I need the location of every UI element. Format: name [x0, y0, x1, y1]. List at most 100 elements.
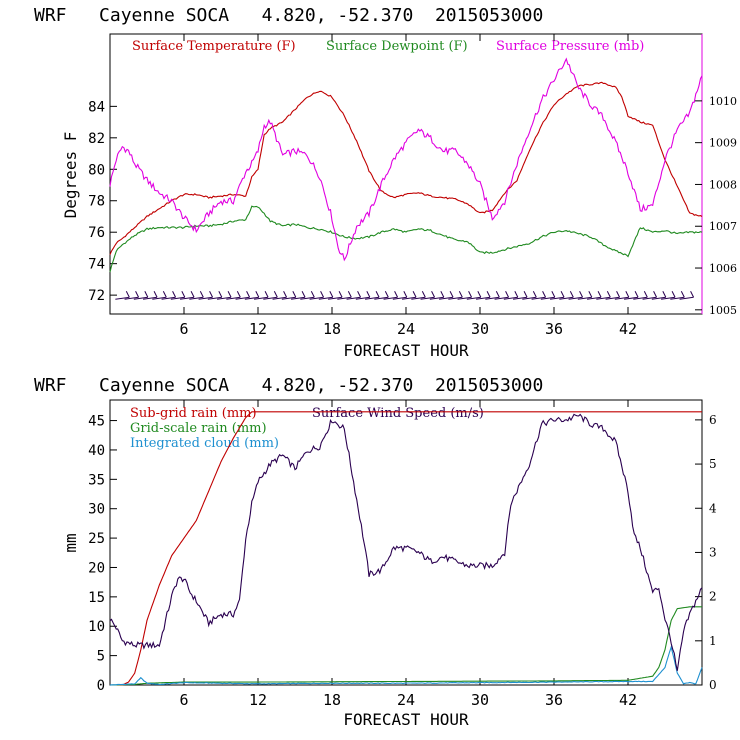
series-line-grid-scale-rain	[110, 606, 702, 686]
wind-barbs	[115, 291, 695, 300]
bottom-y-axis-label: mm	[61, 533, 80, 552]
wind-barb	[614, 296, 629, 300]
wind-barb	[531, 296, 546, 300]
wind-barb	[143, 296, 158, 300]
wind-barb-flag	[606, 291, 611, 298]
wind-barb-flag	[542, 291, 547, 298]
wind-barb	[540, 296, 555, 300]
series-line-surface-pressure	[109, 57, 703, 262]
legend-dewpoint: Surface Dewpoint (F)	[326, 39, 468, 54]
wind-barb-flag	[190, 291, 195, 298]
wind-barb	[605, 296, 620, 300]
wind-barb-flag	[514, 291, 519, 298]
wind-barb	[457, 296, 472, 300]
wind-barb-flag	[264, 291, 269, 298]
wind-barb-flag	[662, 291, 667, 298]
series-line-sub-grid-rain	[110, 411, 702, 686]
legend-pressure: Surface Pressure (mb)	[496, 39, 644, 54]
bottom-y2-tick-label: 0	[709, 678, 717, 692]
wind-barb-flag	[144, 291, 149, 298]
wind-barb	[439, 296, 454, 300]
bottom-y-tick-label: 0	[97, 678, 105, 694]
wind-barb	[651, 296, 666, 300]
wind-barb-flag	[246, 291, 251, 298]
bottom-x-tick-label: 12	[249, 691, 267, 709]
top-y-tick-label: 76	[88, 225, 105, 241]
wind-barb-flag	[172, 291, 177, 298]
wind-barb	[328, 296, 343, 300]
wind-barb	[337, 296, 352, 300]
bottom-y2-tick-label: 1	[709, 634, 717, 648]
bottom-y-tick-label: 35	[88, 472, 105, 488]
bottom-y2-tick-label: 6	[709, 413, 717, 427]
bottom-y2-tick-label: 4	[709, 501, 717, 515]
legend-temperature: Surface Temperature (F)	[132, 39, 296, 54]
wind-barb	[522, 296, 537, 300]
bottom-y2-tick-label: 3	[709, 545, 717, 559]
wind-barb	[281, 296, 296, 300]
bottom-y2-tick-label: 2	[709, 590, 717, 604]
wind-barb	[670, 296, 685, 300]
top-x-tick-label: 18	[323, 320, 341, 338]
wind-barb-flag	[431, 291, 436, 298]
bottom-y-tick-label: 20	[88, 560, 105, 576]
wind-barb-flag	[551, 291, 556, 298]
wind-barb-flag	[329, 291, 334, 298]
wind-barb	[466, 296, 481, 300]
wind-barb	[115, 296, 130, 300]
bottom-x-tick-label: 24	[397, 691, 415, 709]
bottom-x-tick-label: 36	[545, 691, 563, 709]
bottom-y-tick-label: 10	[88, 619, 105, 635]
wind-barb-flag	[301, 291, 306, 298]
wind-barb-flag	[458, 291, 463, 298]
wind-barb-flag	[236, 291, 241, 298]
wind-barb	[291, 296, 306, 300]
top-y2-tick-label: 1007	[709, 220, 737, 233]
wind-barb-flag	[653, 291, 658, 298]
wind-barb	[207, 296, 222, 300]
bottom-x-tick-label: 6	[179, 691, 188, 709]
bottom-y-tick-label: 45	[88, 414, 105, 430]
wind-barb-flag	[357, 291, 362, 298]
wind-barb	[624, 296, 639, 300]
top-x-tick-label: 42	[619, 320, 637, 338]
top-y-tick-label: 72	[88, 288, 105, 304]
bottom-x-tick-label: 18	[323, 691, 341, 709]
wind-barb-flag	[643, 291, 648, 298]
wind-barb-flag	[532, 291, 537, 298]
wind-barb	[318, 296, 333, 300]
wind-barb-flag	[449, 291, 454, 298]
wind-barb	[254, 296, 269, 300]
wind-barb-flag	[690, 291, 695, 298]
wind-barb-flag	[597, 291, 602, 298]
wind-barb-flag	[283, 291, 288, 298]
wind-barb-flag	[671, 291, 676, 298]
bottom-x-tick-label: 30	[471, 691, 489, 709]
top-y-tick-label: 84	[88, 99, 105, 115]
wind-barb-flag	[616, 291, 621, 298]
series-line-integrated-cloud	[109, 645, 703, 686]
top-chart-title: WRF Cayenne SOCA 4.820, -52.370 20150530…	[34, 5, 543, 26]
wind-barb	[513, 296, 528, 300]
bottom-y-tick-label: 30	[88, 502, 105, 518]
bottom-x-axis-label: FORECAST HOUR	[343, 710, 469, 729]
wind-barb	[642, 296, 657, 300]
wind-barb-flag	[495, 291, 500, 298]
wind-barb	[124, 296, 139, 300]
wind-barb-flag	[569, 291, 574, 298]
wind-barb-flag	[255, 291, 260, 298]
bottom-x-tick-label: 42	[619, 691, 637, 709]
wind-barb	[383, 296, 398, 300]
bottom-y-tick-label: 5	[97, 649, 105, 665]
wind-barb	[596, 296, 611, 300]
wind-barb	[309, 296, 324, 300]
wind-barb-flag	[394, 291, 399, 298]
wind-barb	[633, 296, 648, 300]
wind-barb	[300, 296, 315, 300]
wind-barb	[420, 296, 435, 300]
wind-barb-flag	[153, 291, 158, 298]
wind-barb	[448, 296, 463, 300]
wind-barb-flag	[523, 291, 528, 298]
wind-barb-flag	[209, 291, 214, 298]
